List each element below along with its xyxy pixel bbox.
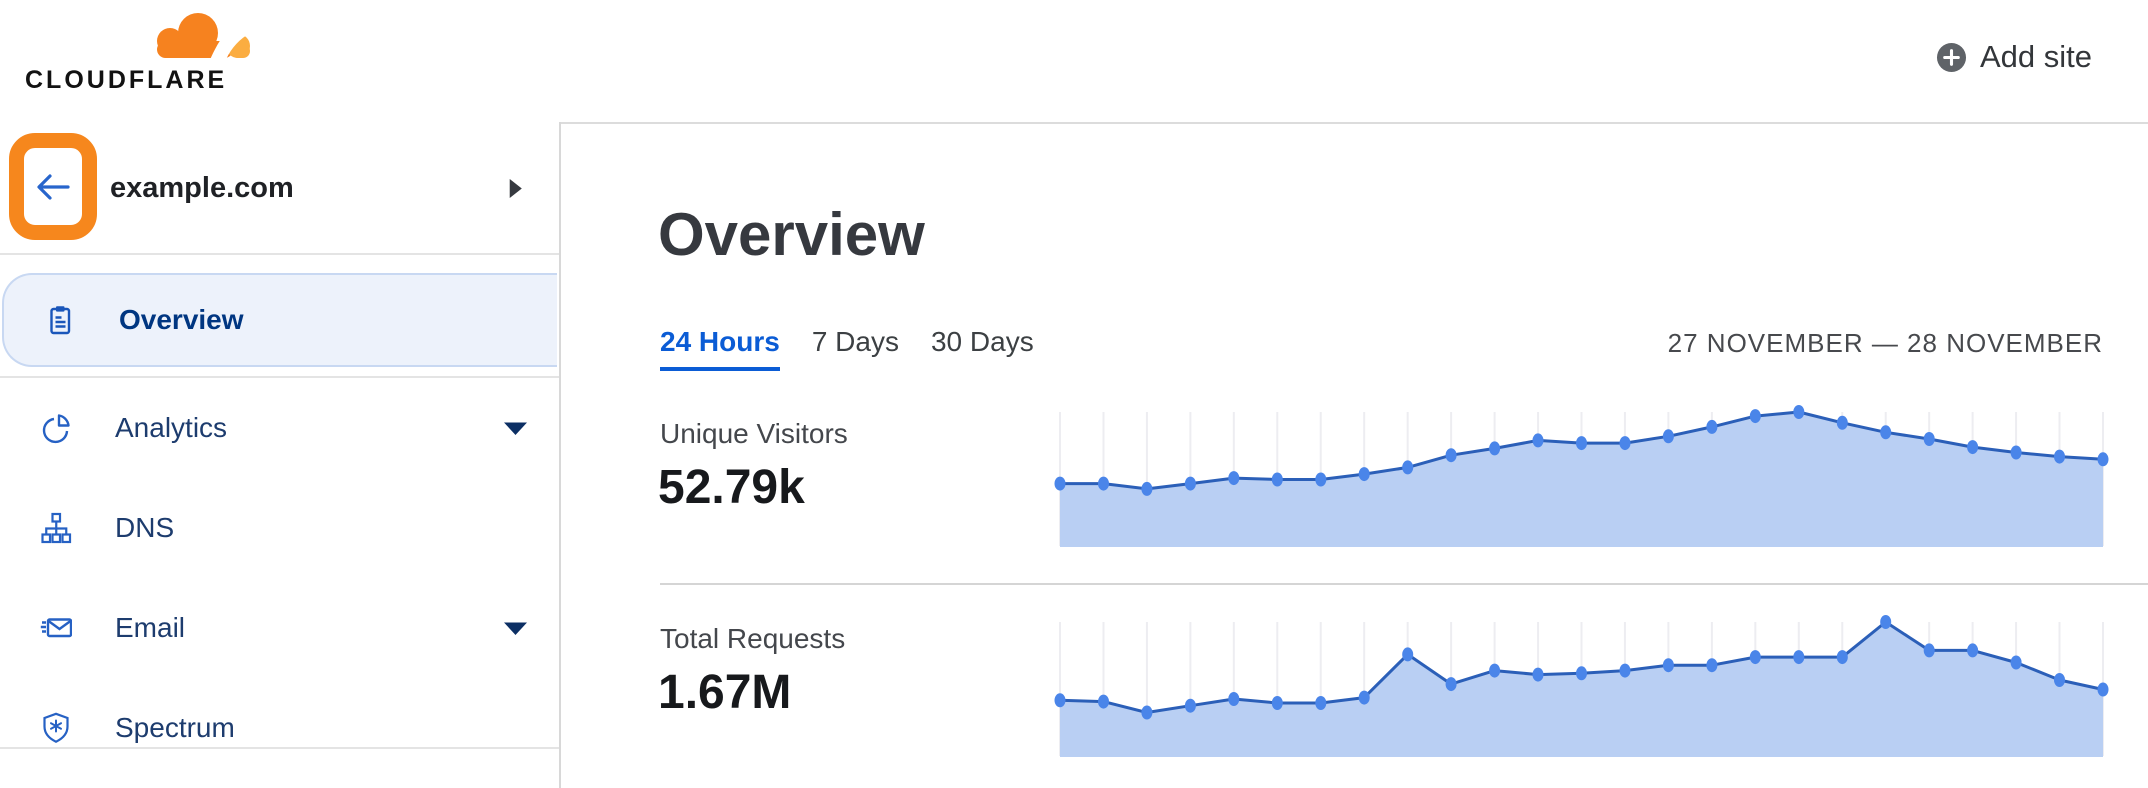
arrow-left-icon xyxy=(34,170,72,204)
row-divider xyxy=(660,583,2148,585)
cloudflare-wordmark: CLOUDFLARE xyxy=(25,66,228,94)
caret-down-icon xyxy=(503,621,528,636)
email-icon xyxy=(40,612,72,644)
cloudflare-cloud-icon xyxy=(143,10,259,64)
add-site-label: Add site xyxy=(1979,39,2092,74)
date-range-label: 27 NOVEMBER — 28 NOVEMBER xyxy=(1667,328,2103,358)
tab-7-days[interactable]: 7 Days xyxy=(811,326,899,357)
sidebar-item-email[interactable]: Email xyxy=(0,578,559,678)
stat-label: Unique Visitors xyxy=(660,418,848,449)
clipboard-icon xyxy=(44,304,76,336)
site-selector-row: example.com xyxy=(0,122,559,255)
chevron-right-icon[interactable] xyxy=(508,178,523,199)
area-chart-total-requests[interactable] xyxy=(1040,608,2120,760)
sidebar-item-label: Email xyxy=(115,612,186,643)
site-name[interactable]: example.com xyxy=(110,172,294,204)
sidebar-item-spectrum[interactable]: Spectrum xyxy=(0,678,559,778)
plus-circle-icon xyxy=(1936,42,1967,73)
sidebar-item-label: DNS xyxy=(115,512,175,543)
shield-icon xyxy=(40,712,72,744)
tab-30-days[interactable]: 30 Days xyxy=(930,326,1034,357)
area-chart-unique-visitors[interactable] xyxy=(1040,398,2120,550)
sidebar-item-label: Spectrum xyxy=(115,712,235,743)
sidebar-item-label: Overview xyxy=(119,304,244,335)
nav-divider-bottom xyxy=(0,747,559,749)
dns-tree-icon xyxy=(40,512,72,544)
stat-value: 52.79k xyxy=(658,461,805,514)
caret-down-icon xyxy=(503,421,528,436)
sidebar: example.com Overview Analytics DNS Email Spe… xyxy=(0,122,561,788)
sidebar-item-overview[interactable]: Overview xyxy=(2,273,557,367)
time-range-tabs: 24 Hours 7 Days 30 Days xyxy=(660,326,1034,371)
nav-divider-top xyxy=(0,376,559,378)
sidebar-item-label: Analytics xyxy=(115,412,228,443)
back-button[interactable] xyxy=(9,133,97,240)
pie-chart-icon xyxy=(40,412,72,444)
sidebar-nav: Overview Analytics DNS Email Spectrum xyxy=(0,122,559,788)
page-title: Overview xyxy=(658,201,925,268)
cloudflare-logo[interactable]: CLOUDFLARE xyxy=(25,6,265,98)
stat-value: 1.67M xyxy=(658,666,792,719)
top-header: CLOUDFLARE Add site xyxy=(0,0,2148,124)
tab-24-hours[interactable]: 24 Hours xyxy=(660,326,780,371)
sidebar-item-dns[interactable]: DNS xyxy=(0,478,559,578)
stat-label: Total Requests xyxy=(660,623,846,654)
sidebar-item-analytics[interactable]: Analytics xyxy=(0,378,559,478)
add-site-button[interactable]: Add site xyxy=(1936,36,2092,78)
